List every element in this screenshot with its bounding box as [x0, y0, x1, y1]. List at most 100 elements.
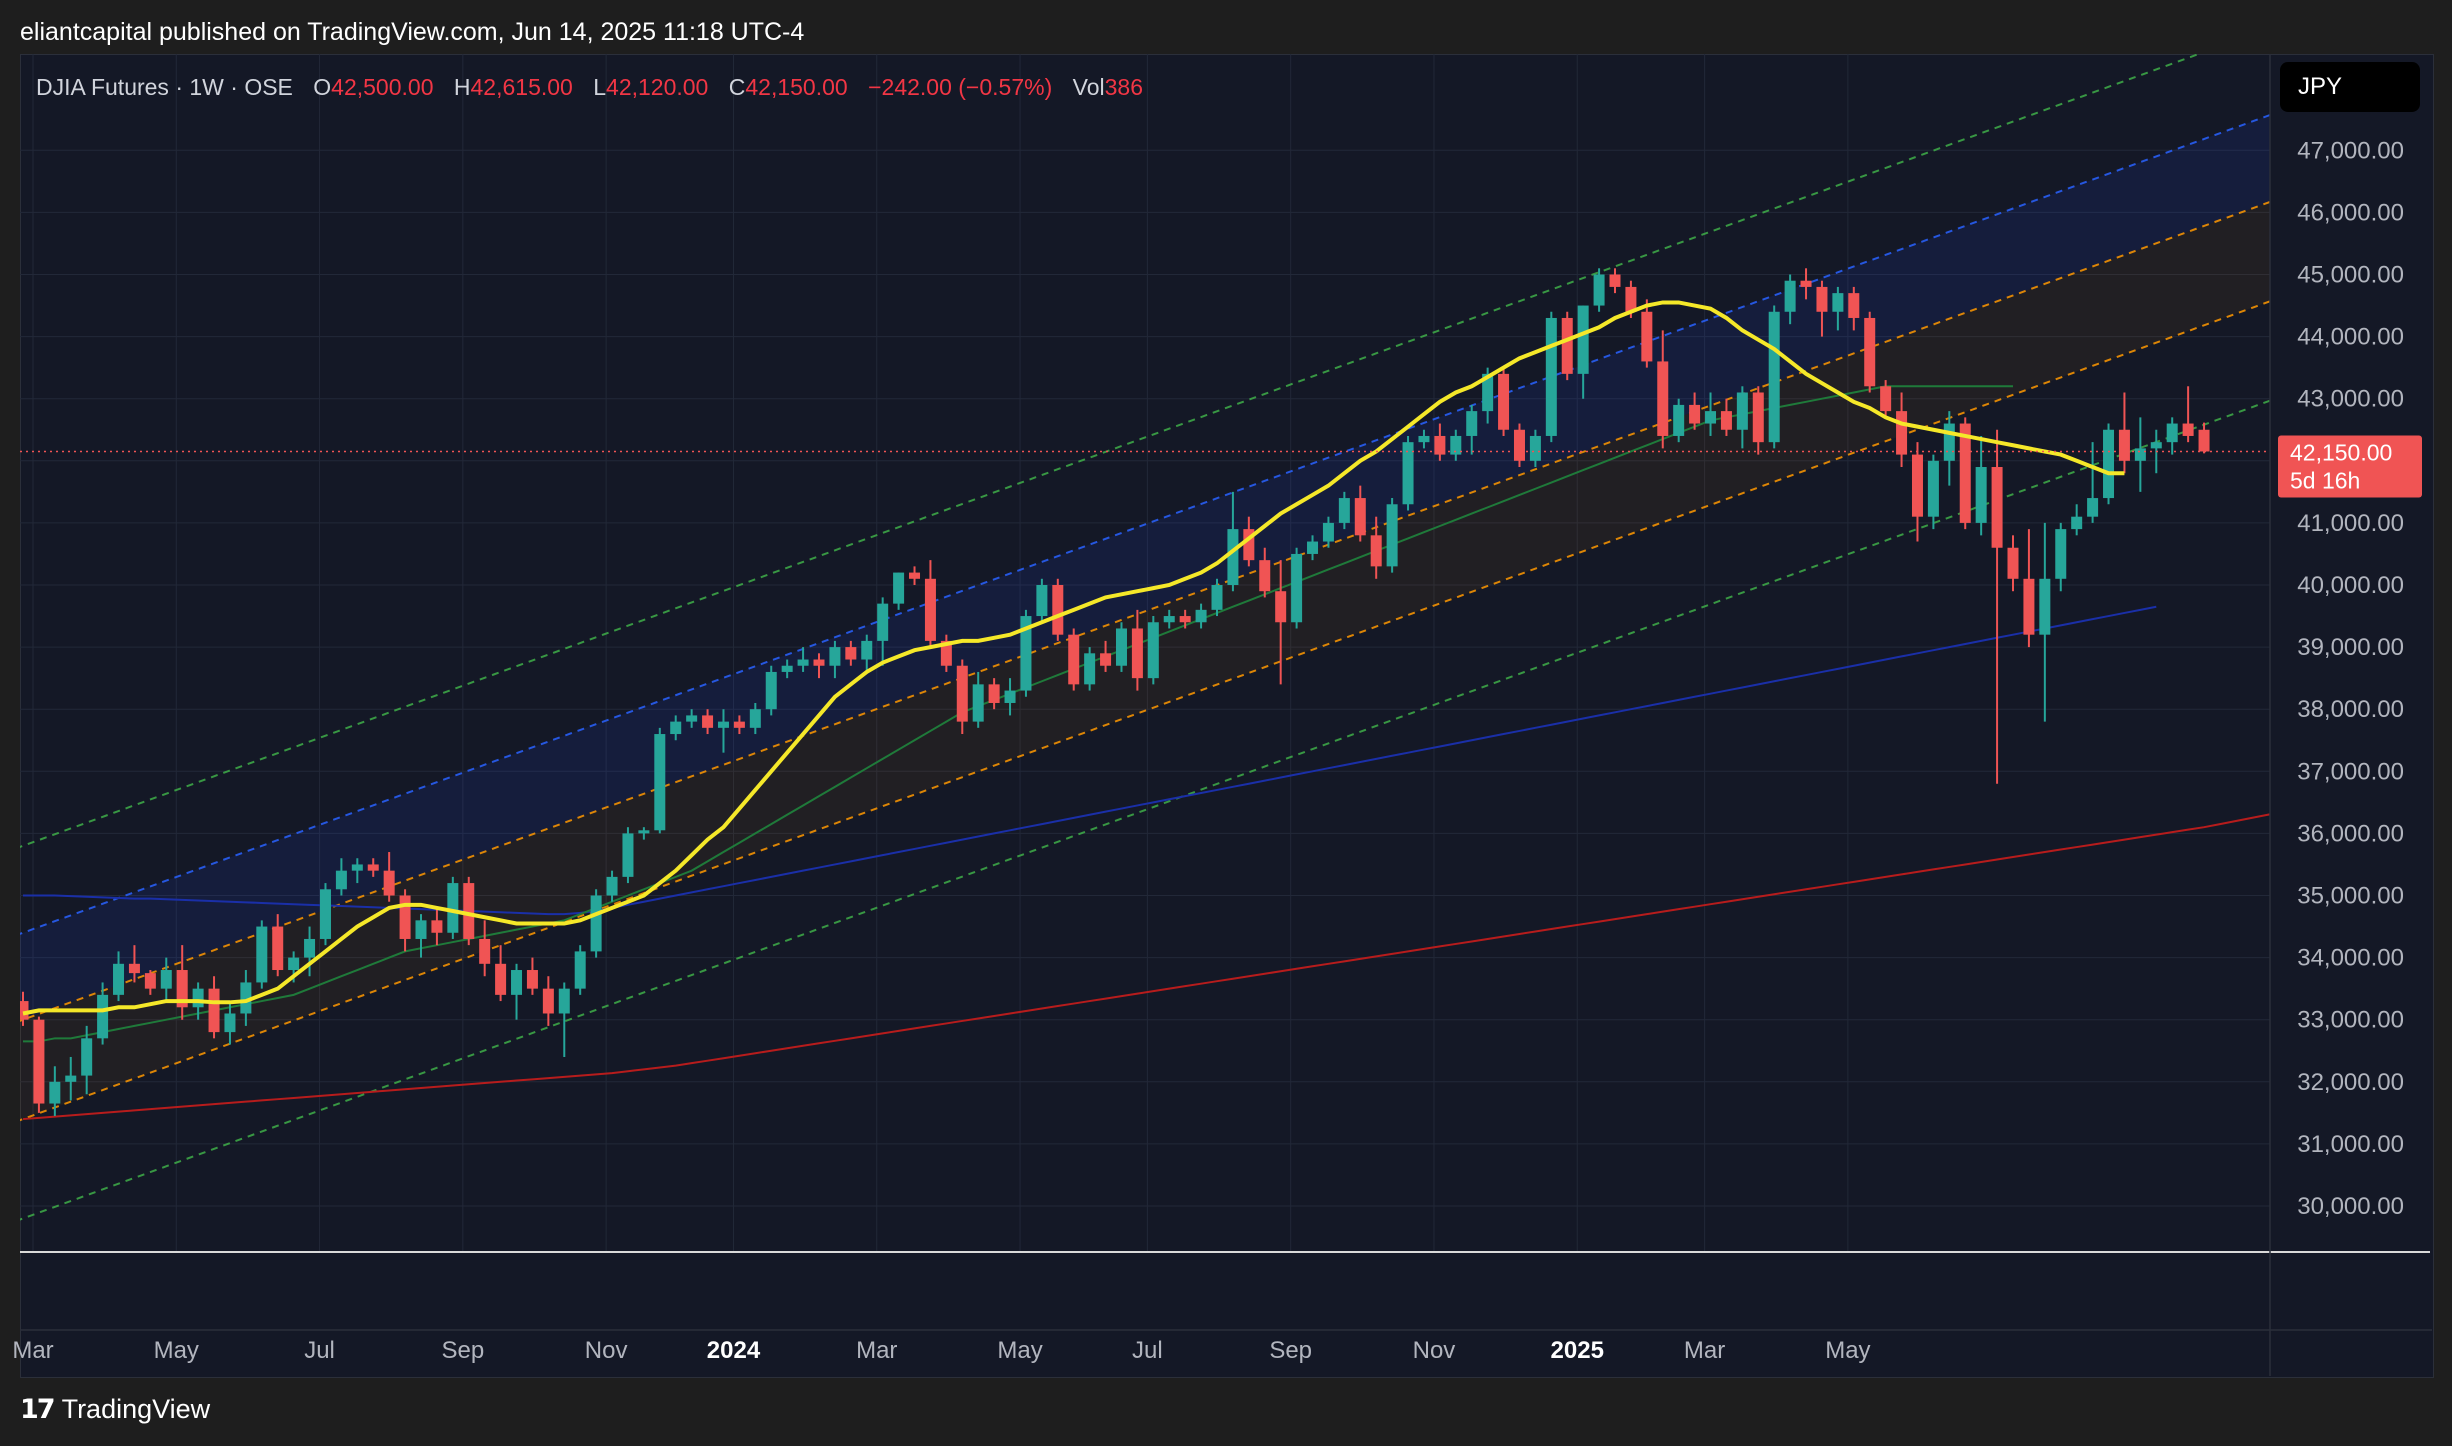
candle-body	[288, 957, 300, 971]
y-tick-label: 41,000.00	[2297, 510, 2404, 537]
candle-body	[2087, 498, 2099, 517]
candle-body	[1927, 460, 1939, 517]
candle-body	[733, 721, 745, 728]
candle-body	[1959, 423, 1971, 523]
candle-body	[1513, 429, 1525, 461]
candle-body	[893, 572, 905, 604]
candle-body	[2198, 429, 2210, 452]
y-tick-label: 43,000.00	[2297, 386, 2404, 413]
tradingview-brand[interactable]: 𝟭𝟳 TradingView	[20, 1394, 210, 1425]
candle-body	[909, 572, 921, 579]
candle-body	[2134, 448, 2146, 461]
candle-body	[1816, 286, 1828, 312]
x-tick-label: Nov	[585, 1337, 628, 1364]
volume-label: Vol	[1072, 74, 1105, 100]
candle-body	[1004, 690, 1016, 703]
y-tick-label: 35,000.00	[2297, 883, 2404, 910]
candle-body	[686, 715, 698, 722]
candle-body	[1100, 653, 1112, 666]
candle-body	[638, 830, 650, 834]
x-tick-label: May	[997, 1337, 1042, 1364]
y-tick-label: 45,000.00	[2297, 262, 2404, 289]
candle-body	[1641, 311, 1653, 362]
candle-body	[1163, 616, 1175, 623]
candle-body	[1386, 504, 1398, 567]
candle-body	[240, 982, 252, 1014]
candle-body	[81, 1038, 93, 1076]
x-tick-label: Mar	[12, 1337, 53, 1364]
candle-body	[2071, 516, 2083, 530]
candle-body	[1322, 522, 1334, 542]
candle-body	[574, 951, 586, 989]
candle-body	[1147, 622, 1159, 679]
y-tick-label: 46,000.00	[2297, 199, 2404, 226]
candle-body	[606, 876, 618, 896]
candle-body	[1975, 467, 1987, 523]
last-price-value: 42,150.00	[2290, 439, 2392, 465]
currency-button[interactable]: JPY	[2280, 62, 2420, 112]
candle-body	[924, 578, 936, 641]
candle-body	[1275, 591, 1287, 623]
candle-body	[351, 864, 363, 871]
y-tick-label: 39,000.00	[2297, 634, 2404, 661]
candle-body	[2182, 423, 2194, 436]
candle-body	[2039, 578, 2051, 635]
candle-body	[1307, 541, 1319, 554]
y-tick-label: 40,000.00	[2297, 572, 2404, 599]
candle-body	[2103, 429, 2115, 499]
candle-body	[272, 926, 284, 971]
x-tick-label: Mar	[856, 1337, 897, 1364]
candle-body	[1450, 435, 1462, 455]
candle-body	[2118, 429, 2130, 461]
x-tick-label: Jul	[304, 1337, 335, 1364]
candle-body	[1800, 280, 1812, 287]
x-tick-label: Sep	[1269, 1337, 1312, 1364]
ma-long-line	[22, 813, 2270, 1121]
low-label: L	[593, 74, 607, 100]
low-value: 42,120.00	[606, 74, 709, 100]
candle-body	[1561, 317, 1573, 374]
candle-body	[224, 1013, 236, 1033]
x-tick-label: Mar	[1684, 1337, 1725, 1364]
candle-body	[1752, 392, 1764, 443]
candle-body	[1577, 305, 1589, 374]
candle-body	[65, 1075, 77, 1082]
candle-body	[431, 920, 443, 933]
candle-body	[542, 988, 554, 1014]
channel-line-upper	[20, 114, 2270, 935]
candle-body	[2023, 578, 2035, 635]
candle-body	[1991, 467, 2003, 548]
ohlc-legend: DJIA Futures · 1W · OSE O42,500.00 H42,6…	[36, 74, 1143, 101]
candle-body	[33, 1019, 45, 1104]
candle-body	[399, 895, 411, 939]
candle-body	[447, 883, 459, 933]
candle-body	[1434, 435, 1446, 455]
candle-body	[256, 926, 268, 983]
channel-upper-fill	[20, 114, 2270, 1021]
candle-body	[877, 603, 889, 641]
candle-body	[1131, 628, 1143, 679]
candle-body	[1036, 585, 1048, 617]
candle-body	[1370, 535, 1382, 567]
symbol-label[interactable]: DJIA Futures · 1W · OSE	[36, 74, 293, 100]
candle-body	[1338, 498, 1350, 523]
candle-body	[463, 883, 475, 939]
candle-body	[702, 715, 714, 728]
candle-body	[415, 920, 427, 939]
candle-body	[1115, 628, 1127, 666]
x-tick-label: Jul	[1132, 1337, 1163, 1364]
candle-body	[590, 895, 602, 952]
y-tick-label: 38,000.00	[2297, 696, 2404, 723]
candle-body	[1545, 317, 1557, 436]
candle-body	[1768, 311, 1780, 443]
candle-body	[367, 864, 379, 871]
plot-area[interactable]	[0, 28, 2363, 1252]
candle-body	[526, 970, 538, 989]
candle-body	[558, 988, 570, 1014]
y-tick-label: 36,000.00	[2297, 820, 2404, 847]
candle-body	[20, 1001, 29, 1020]
candle-body	[1195, 609, 1207, 623]
candle-body	[192, 988, 204, 1008]
candle-body	[383, 870, 395, 896]
